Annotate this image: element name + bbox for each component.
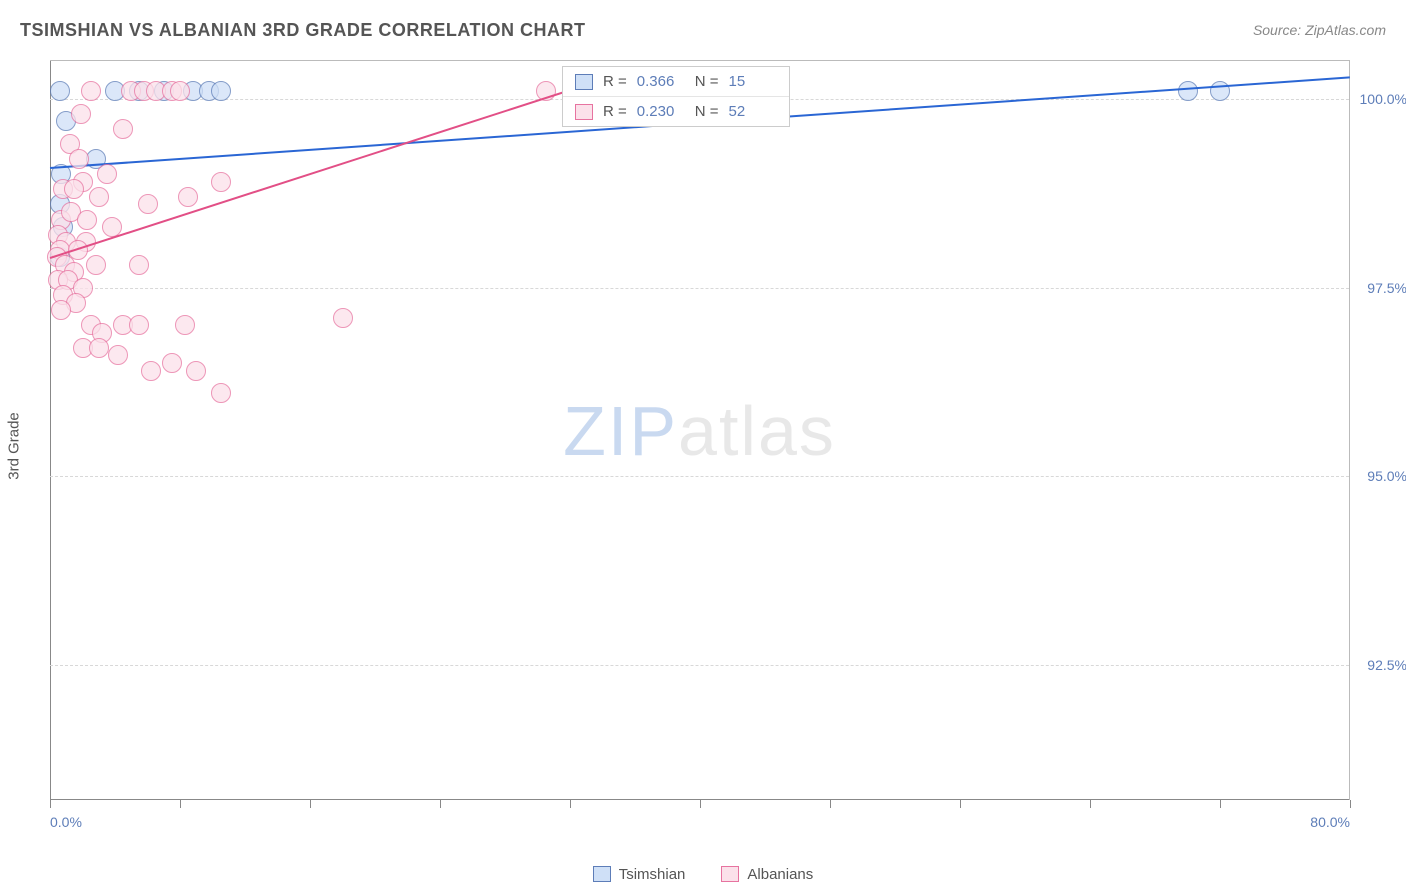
r-value: 0.230	[637, 103, 685, 120]
gridline	[50, 288, 1349, 289]
x-tick-label: 0.0%	[50, 814, 82, 830]
stats-row: R = 0.230 N = 52	[563, 96, 789, 126]
x-tick	[310, 800, 311, 808]
series-swatch	[575, 104, 593, 120]
y-tick-label: 100.0%	[1355, 91, 1406, 107]
y-tick-label: 92.5%	[1355, 657, 1406, 673]
scatter-point	[89, 338, 109, 358]
scatter-point	[170, 81, 190, 101]
x-tick	[570, 800, 571, 808]
scatter-point	[64, 179, 84, 199]
scatter-point	[141, 361, 161, 381]
x-tick	[50, 800, 51, 808]
plot-area: ZIPatlas 92.5%95.0%97.5%100.0%0.0%80.0%	[50, 60, 1350, 800]
scatter-point	[113, 119, 133, 139]
stats-box: R = 0.366 N = 15 R = 0.230 N = 52	[562, 66, 790, 127]
scatter-point	[81, 81, 101, 101]
x-tick	[180, 800, 181, 808]
scatter-point	[211, 172, 231, 192]
scatter-point	[1178, 81, 1198, 101]
x-tick	[1090, 800, 1091, 808]
watermark: ZIPatlas	[563, 391, 836, 471]
scatter-point	[138, 194, 158, 214]
n-label: N =	[695, 103, 719, 120]
chart-header: TSIMSHIAN VS ALBANIAN 3RD GRADE CORRELAT…	[20, 20, 1386, 41]
scatter-point	[129, 315, 149, 335]
scatter-point	[108, 345, 128, 365]
r-label: R =	[603, 103, 627, 120]
scatter-point	[162, 353, 182, 373]
stats-row: R = 0.366 N = 15	[563, 67, 789, 96]
source-label: Source: ZipAtlas.com	[1253, 22, 1386, 38]
legend-item: Tsimshian	[593, 866, 686, 883]
y-tick-label: 97.5%	[1355, 280, 1406, 296]
r-value: 0.366	[637, 73, 685, 90]
x-tick	[1350, 800, 1351, 808]
watermark-zip: ZIP	[563, 392, 678, 470]
scatter-point	[69, 149, 89, 169]
scatter-point	[71, 104, 91, 124]
legend-label: Tsimshian	[619, 866, 686, 883]
scatter-point	[50, 81, 70, 101]
legend-swatch	[593, 866, 611, 882]
scatter-point	[86, 255, 106, 275]
scatter-point	[178, 187, 198, 207]
y-axis-label: 3rd Grade	[6, 412, 23, 480]
series-swatch	[575, 74, 593, 90]
scatter-point	[186, 361, 206, 381]
x-tick-label: 80.0%	[1310, 814, 1350, 830]
scatter-point	[333, 308, 353, 328]
legend: Tsimshian Albanians	[0, 866, 1406, 887]
legend-label: Albanians	[747, 866, 813, 883]
r-label: R =	[603, 73, 627, 90]
scatter-point	[175, 315, 195, 335]
n-label: N =	[695, 73, 719, 90]
n-value: 15	[729, 73, 777, 90]
legend-swatch	[721, 866, 739, 882]
x-tick	[1220, 800, 1221, 808]
y-tick-label: 95.0%	[1355, 468, 1406, 484]
n-value: 52	[729, 103, 777, 120]
x-tick	[700, 800, 701, 808]
scatter-point	[77, 210, 97, 230]
scatter-point	[211, 383, 231, 403]
scatter-point	[129, 255, 149, 275]
scatter-point	[211, 81, 231, 101]
gridline	[50, 665, 1349, 666]
watermark-atlas: atlas	[678, 392, 836, 470]
x-tick	[440, 800, 441, 808]
legend-item: Albanians	[721, 866, 813, 883]
chart-title: TSIMSHIAN VS ALBANIAN 3RD GRADE CORRELAT…	[20, 20, 1386, 41]
x-tick	[960, 800, 961, 808]
scatter-point	[89, 187, 109, 207]
scatter-point	[51, 300, 71, 320]
x-tick	[830, 800, 831, 808]
scatter-point	[97, 164, 117, 184]
gridline	[50, 476, 1349, 477]
